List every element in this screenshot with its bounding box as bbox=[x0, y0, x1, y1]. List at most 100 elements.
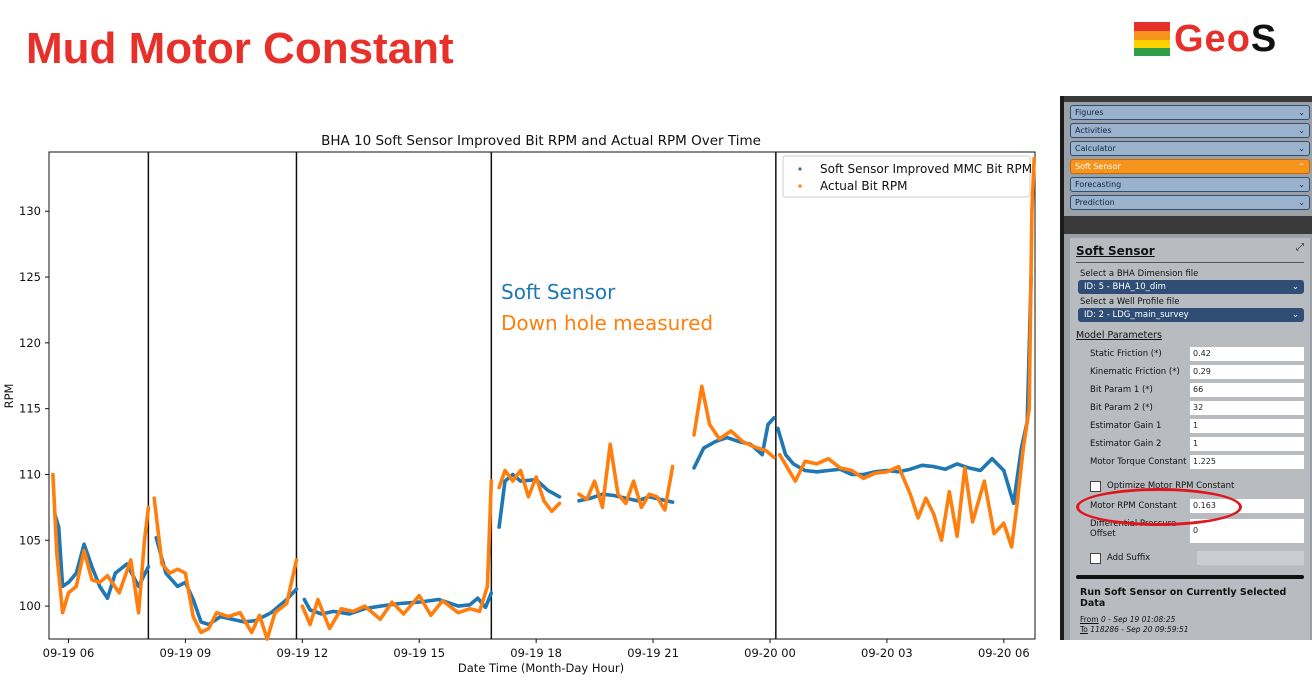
x-tick-label: 09-20 03 bbox=[861, 646, 913, 660]
rpm-chart: BHA 10 Soft Sensor Improved Bit RPM and … bbox=[2, 133, 1036, 675]
chevron-up-icon: ⌃ bbox=[1298, 162, 1305, 171]
actual-bit-rpm-series-line bbox=[577, 442, 675, 512]
x-tick-label: 09-20 06 bbox=[978, 646, 1030, 660]
bha-dimension-select[interactable]: ID: 5 - BHA_10_dim ⌄ bbox=[1078, 280, 1304, 294]
legend-label-soft-sensor: Soft Sensor Improved MMC Bit RPM bbox=[820, 162, 1032, 176]
optimize-motor-rpm-row[interactable]: Optimize Motor RPM Constant bbox=[1076, 477, 1304, 495]
accordion-forecasting[interactable]: Forecasting ⌄ bbox=[1070, 177, 1310, 192]
legend-marker-soft-sensor bbox=[798, 167, 802, 171]
to-value: 118286 - Sep 20 09:59:51 bbox=[1090, 625, 1189, 634]
param-input[interactable]: 1 bbox=[1190, 419, 1304, 433]
chevron-down-icon: ⌄ bbox=[1298, 126, 1305, 135]
model-parameters-heading: Model Parameters bbox=[1076, 330, 1162, 341]
from-value: 0 - Sep 19 01:08:25 bbox=[1100, 615, 1176, 624]
legend: Soft Sensor Improved MMC Bit RPM Actual … bbox=[782, 155, 1032, 198]
param-input[interactable]: 0.29 bbox=[1190, 365, 1304, 379]
accordion-label: Soft Sensor bbox=[1075, 162, 1121, 171]
actual-bit-rpm-series-line bbox=[152, 496, 299, 641]
bha-select-label: Select a BHA Dimension file bbox=[1080, 269, 1199, 279]
y-axis-label: RPM bbox=[2, 384, 16, 409]
accordion-activities[interactable]: Activities ⌄ bbox=[1070, 123, 1310, 138]
param-input[interactable]: 66 bbox=[1190, 383, 1304, 397]
param-label: Bit Param 2 (*) bbox=[1090, 403, 1153, 413]
y-tick-label: 110 bbox=[19, 467, 41, 481]
geos-logo-mark-icon bbox=[1134, 22, 1170, 56]
well-profile-select-label: Select a Well Profile file bbox=[1080, 297, 1180, 307]
run-divider-bar bbox=[1076, 575, 1304, 579]
param-label: Motor Torque Constant bbox=[1090, 457, 1187, 467]
suffix-input[interactable] bbox=[1197, 551, 1304, 565]
param-input[interactable]: 0.42 bbox=[1190, 347, 1304, 361]
expand-icon[interactable]: ⤢ bbox=[1296, 242, 1304, 253]
chevron-down-icon: ⌄ bbox=[1291, 282, 1299, 292]
chevron-down-icon: ⌄ bbox=[1291, 310, 1299, 320]
accordion-prediction[interactable]: Prediction ⌄ bbox=[1070, 195, 1310, 210]
accordion-calculator[interactable]: Calculator ⌄ bbox=[1070, 141, 1310, 156]
legend-marker-actual bbox=[798, 184, 802, 188]
panel-separator bbox=[1064, 216, 1312, 234]
param-row: Motor Torque Constant 1.225 bbox=[1076, 453, 1304, 471]
param-row: Estimator Gain 2 1 bbox=[1076, 435, 1304, 453]
to-label: To bbox=[1080, 625, 1088, 634]
actual-bit-rpm-series-line bbox=[692, 384, 776, 460]
param-row: Estimator Gain 1 1 bbox=[1076, 417, 1304, 435]
param-label: Estimator Gain 1 bbox=[1090, 421, 1162, 431]
soft-sensor-series-line bbox=[775, 275, 1033, 506]
add-suffix-checkbox[interactable] bbox=[1090, 552, 1101, 564]
param-row: Bit Param 2 (*) 32 bbox=[1076, 399, 1304, 417]
chevron-down-icon: ⌄ bbox=[1298, 198, 1305, 207]
soft-sensor-series-line bbox=[52, 512, 151, 601]
param-row: Kinematic Friction (*) 0.29 bbox=[1076, 363, 1304, 381]
y-tick-label: 120 bbox=[19, 336, 41, 350]
actual-bit-rpm-series-line bbox=[497, 468, 562, 514]
optimize-motor-rpm-checkbox[interactable] bbox=[1090, 480, 1101, 492]
param-input[interactable]: 1 bbox=[1190, 437, 1304, 451]
optimize-motor-rpm-label: Optimize Motor RPM Constant bbox=[1107, 481, 1235, 491]
well-profile-select[interactable]: ID: 2 - LDG_main_survey ⌄ bbox=[1078, 308, 1304, 322]
param-label: Bit Param 1 (*) bbox=[1090, 385, 1153, 395]
model-parameter-list: Static Friction (*) 0.42 Kinematic Frictio… bbox=[1076, 345, 1304, 471]
param-row: Static Friction (*) 0.42 bbox=[1076, 345, 1304, 363]
section-divider bbox=[1076, 262, 1304, 263]
param-input[interactable]: 1.225 bbox=[1190, 455, 1304, 469]
chevron-down-icon: ⌄ bbox=[1298, 144, 1305, 153]
y-tick-label: 115 bbox=[19, 402, 41, 416]
differential-pressure-input[interactable]: 0 bbox=[1190, 519, 1304, 543]
accordion-soft-sensor[interactable]: Soft Sensor ⌃ bbox=[1070, 159, 1310, 174]
x-tick-label: 09-20 00 bbox=[744, 646, 796, 660]
accordion-label: Figures bbox=[1075, 108, 1104, 117]
actual-bit-rpm-series-line bbox=[300, 479, 494, 631]
param-row: Bit Param 1 (*) 66 bbox=[1076, 381, 1304, 399]
add-suffix-row[interactable]: Add Suffix bbox=[1076, 549, 1304, 567]
y-tick-label: 105 bbox=[19, 533, 41, 547]
x-tick-label: 09-19 18 bbox=[510, 646, 562, 660]
param-label: Kinematic Friction (*) bbox=[1090, 367, 1180, 377]
soft-sensor-series-line bbox=[692, 416, 776, 470]
data-range: From 0 - Sep 19 01:08:25 To 118286 - Sep… bbox=[1080, 615, 1304, 635]
accordion-list: Figures ⌄ Activities ⌄ Calculator ⌄ Soft Senso… bbox=[1064, 105, 1312, 210]
x-tick-label: 09-19 15 bbox=[393, 646, 445, 660]
accordion-label: Calculator bbox=[1075, 144, 1116, 153]
annotation-soft-sensor: Soft Sensor bbox=[501, 280, 616, 304]
soft-sensor-section-title: Soft Sensor bbox=[1076, 244, 1155, 258]
actual-bit-rpm-series-line bbox=[777, 156, 1036, 549]
annotation-downhole-measured: Down hole measured bbox=[501, 311, 713, 335]
bha-select-value: ID: 5 - BHA_10_dim bbox=[1084, 282, 1166, 292]
param-input[interactable]: 32 bbox=[1190, 401, 1304, 415]
x-tick-label: 09-19 09 bbox=[160, 646, 212, 660]
param-label: Static Friction (*) bbox=[1090, 349, 1162, 359]
actual-bit-rpm-series-line bbox=[51, 472, 151, 615]
y-tick-label: 100 bbox=[19, 599, 41, 613]
from-label: From bbox=[1080, 615, 1099, 624]
legend-box bbox=[782, 155, 1031, 198]
accordion-label: Prediction bbox=[1075, 198, 1115, 207]
y-tick-label: 125 bbox=[19, 270, 41, 284]
param-label: Estimator Gain 2 bbox=[1090, 439, 1162, 449]
panel-top-strip bbox=[1064, 96, 1312, 102]
geos-logo-text: GeoS bbox=[1174, 18, 1278, 60]
well-select-value: ID: 2 - LDG_main_survey bbox=[1084, 310, 1189, 320]
accordion-figures[interactable]: Figures ⌄ bbox=[1070, 105, 1310, 120]
optimize-checkbox-highlight-circle bbox=[1076, 488, 1242, 526]
soft-sensor-app-panel: Figures ⌄ Activities ⌄ Calculator ⌄ Soft Senso… bbox=[1060, 96, 1312, 640]
soft-sensor-series-line bbox=[497, 472, 562, 529]
